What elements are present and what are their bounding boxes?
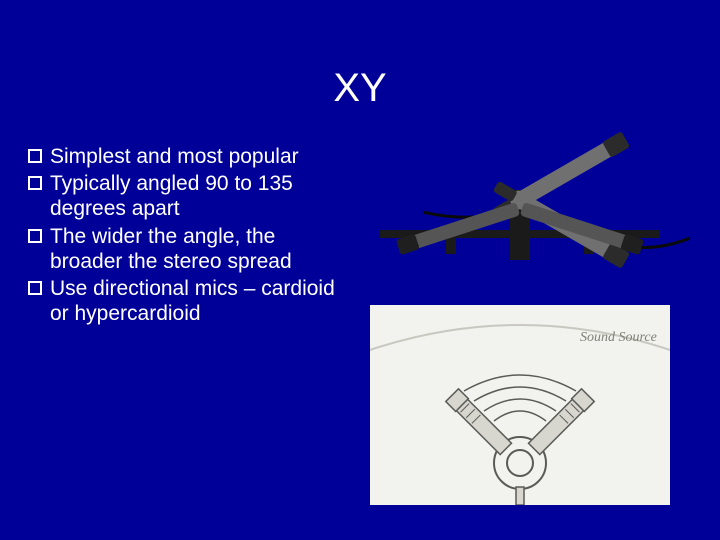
bullet-text: Simplest and most popular [50,144,299,169]
slide-title: XY [0,66,720,111]
bullet-item: Simplest and most popular [28,144,338,169]
xy-mic-photo [350,130,690,290]
bullet-item: The wider the angle, the broader the ste… [28,224,338,274]
bullet-item: Typically angled 90 to 135 degrees apart [28,171,338,221]
square-bullet-icon [28,149,42,163]
bullet-item: Use directional mics – cardioid or hyper… [28,276,338,326]
xy-sound-source-diagram: Sound Source [370,305,670,505]
square-bullet-icon [28,176,42,190]
bullet-text: Use directional mics – cardioid or hyper… [50,276,338,326]
bullet-text: Typically angled 90 to 135 degrees apart [50,171,338,221]
sound-source-label: Sound Source [580,330,657,345]
square-bullet-icon [28,281,42,295]
square-bullet-icon [28,229,42,243]
bullet-list: Simplest and most popular Typically angl… [28,144,338,328]
bullet-text: The wider the angle, the broader the ste… [50,224,338,274]
